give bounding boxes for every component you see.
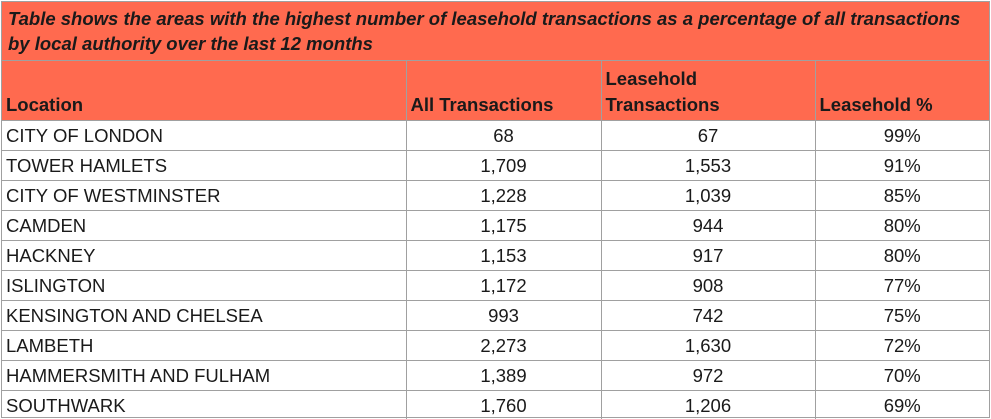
cell-leasehold-percent: 91%: [815, 150, 989, 181]
table-row: HAMMERSMITH AND FULHAM 1,389 972 70%: [2, 360, 989, 391]
cell-location: TOWER HAMLETS: [2, 150, 407, 181]
cell-location: KENSINGTON AND CHELSEA: [2, 300, 407, 331]
cell-leasehold-percent: 69%: [883, 394, 921, 416]
cell-leasehold-transactions: 908: [601, 270, 816, 301]
cell-leasehold-percent: 77%: [815, 270, 989, 301]
cell-leasehold-percent: 75%: [815, 300, 989, 331]
cell-location: SOUTHWARK: [2, 390, 407, 419]
header-row: Location All Transactions Leasehold Trans…: [2, 61, 989, 121]
cell-leasehold-transactions: 1,630: [601, 330, 816, 361]
cell-all-transactions: 993: [406, 300, 602, 331]
cell-leasehold-transactions: 742: [601, 300, 816, 331]
cell-location: CAMDEN: [2, 210, 407, 241]
cell-all-transactions: 1,389: [406, 360, 602, 391]
header-location: Location: [2, 61, 407, 121]
table-caption: Table shows the areas with the highest n…: [2, 2, 989, 61]
cell-leasehold-transactions: 972: [601, 360, 816, 391]
header-leasehold-percent: Leasehold %: [815, 61, 989, 121]
table-row: KENSINGTON AND CHELSEA 993 742 75%: [2, 300, 989, 331]
cell-all-transactions: 1,228: [406, 180, 602, 211]
cell-leasehold-percent: 80%: [815, 210, 989, 241]
cell-leasehold-transactions: 1,553: [601, 150, 816, 181]
table-header: Location All Transactions Leasehold Trans…: [2, 61, 989, 121]
cell-leasehold-percent: 80%: [815, 240, 989, 271]
table-row: TOWER HAMLETS 1,709 1,553 91%: [2, 150, 989, 181]
header-leasehold-line1: Leasehold: [605, 68, 698, 89]
table-row: CITY OF WESTMINSTER 1,228 1,039 85%: [2, 180, 989, 211]
table-row: ISLINGTON 1,172 908 77%: [2, 270, 989, 301]
cell-location: CITY OF WESTMINSTER: [2, 180, 407, 211]
cell-location: ISLINGTON: [2, 270, 407, 301]
cell-all-transactions: 68: [406, 120, 602, 151]
cell-leasehold-transactions: 1,206: [601, 390, 816, 419]
cell-leasehold-transactions: 1,039: [601, 180, 816, 211]
leasehold-table: Location All Transactions Leasehold Trans…: [2, 61, 989, 419]
table-row: CAMDEN 1,175 944 80%: [2, 210, 989, 241]
cell-all-transactions: 1,153: [406, 240, 602, 271]
cell-all-transactions: 1,175: [406, 210, 602, 241]
cell-location: LAMBETH: [2, 330, 407, 361]
table-row: HACKNEY 1,153 917 80%: [2, 240, 989, 271]
table-body: CITY OF LONDON 68 67 99% TOWER HAMLETS 1,709 1…: [2, 120, 989, 419]
cell-leasehold-percent: 85%: [815, 180, 989, 211]
cell-leasehold-percent: 70%: [815, 360, 989, 391]
header-leasehold-line2: Transactions: [605, 94, 720, 115]
table-row: LAMBETH 2,273 1,630 72%: [2, 330, 989, 361]
cell-leasehold-percent: 99%: [815, 120, 989, 151]
cell-all-transactions: 1,172: [406, 270, 602, 301]
header-all-transactions: All Transactions: [406, 61, 602, 121]
cell-all-transactions: 2,273: [406, 330, 602, 361]
cell-leasehold-transactions: 67: [601, 120, 816, 151]
header-leasehold-transactions: Leasehold Transactions: [601, 61, 816, 121]
cell-all-transactions: 1,709: [406, 150, 602, 181]
cell-leasehold-percent: 72%: [815, 330, 989, 361]
cell-location: HAMMERSMITH AND FULHAM: [2, 360, 407, 391]
cell-location: HACKNEY: [2, 240, 407, 271]
cell-all-transactions: 1,760: [406, 390, 602, 419]
cell-leasehold-transactions: 944: [601, 210, 816, 241]
table-row: SOUTHWARK 1,760 1,206 69%: [2, 390, 989, 419]
cell-leasehold-transactions: 917: [601, 240, 816, 271]
table-row: CITY OF LONDON 68 67 99%: [2, 120, 989, 151]
cell-location: CITY OF LONDON: [2, 120, 407, 151]
